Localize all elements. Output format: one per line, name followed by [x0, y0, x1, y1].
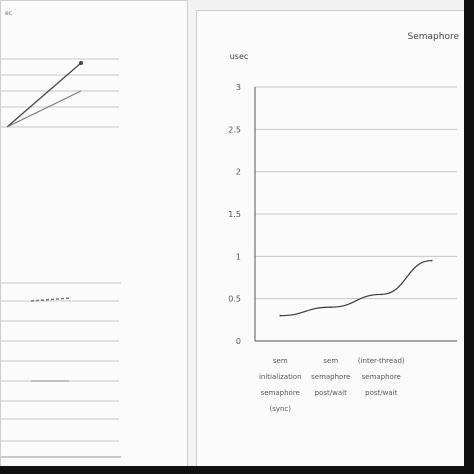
y-tick-label: 1 [236, 252, 241, 261]
semaphore-chart: Semaphore usec 3 2.5 2 1.5 1 0.5 0 sem initiali… [228, 32, 460, 413]
y-tick-label: 2.5 [228, 125, 241, 134]
bottom-edge-border [0, 466, 474, 474]
x-tick-label: post/wait [365, 389, 397, 397]
y-tick-label: 1.5 [228, 210, 241, 219]
x-tick-label: (inter-thread) [358, 357, 405, 365]
left-line-marker [79, 61, 83, 65]
chart-title: Semaphore [408, 32, 460, 42]
left-lower-line [30, 297, 72, 302]
x-tick-label: (sync) [269, 405, 291, 413]
y-tick-label: 0 [236, 337, 241, 346]
grid-layer [255, 86, 457, 342]
x-tick-label: semaphore [261, 389, 300, 397]
x-tick-label: initialization [259, 373, 302, 381]
main-chart-panel: Semaphore usec 3 2.5 2 1.5 1 0.5 0 sem initiali… [196, 10, 466, 468]
series-layer [279, 259, 433, 317]
axis-layer [254, 87, 457, 342]
y-tick-label: 3 [236, 83, 241, 92]
right-edge-border [464, 0, 474, 474]
left-lower-grid [1, 300, 119, 442]
x-tick-label: sem [323, 357, 338, 365]
data-point [380, 293, 383, 296]
y-tick-label: 0.5 [228, 295, 241, 304]
left-line-series-2 [6, 90, 82, 128]
left-upper-lines [6, 61, 83, 128]
left-chart-svg: ec [1, 10, 121, 458]
left-upper-grid [1, 58, 119, 128]
series-line-0 [280, 259, 432, 317]
data-point [329, 306, 332, 308]
x-tick-label: sem [273, 357, 288, 365]
left-line-series-1 [6, 62, 82, 128]
x-category-labels: sem initialization semaphore (sync) sem semap… [259, 357, 405, 413]
data-point [430, 259, 433, 262]
y-axis-label: usec [230, 52, 249, 61]
x-tick-label: semaphore [311, 373, 350, 381]
left-chart-header: ec [5, 10, 12, 17]
y-tick-labels: 3 2.5 2 1.5 1 0.5 0 [228, 83, 241, 346]
x-tick-label: semaphore [362, 373, 401, 381]
data-point [279, 314, 282, 317]
x-tick-label: post/wait [315, 389, 347, 397]
left-chart-panel: ec [0, 0, 188, 468]
y-tick-label: 2 [236, 168, 241, 177]
